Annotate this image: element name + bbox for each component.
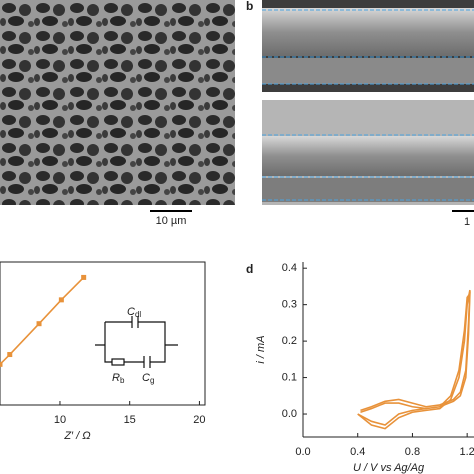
x-tick-label: 0.4 xyxy=(350,446,365,458)
y-axis-label: i / mA xyxy=(255,335,267,363)
x-axis-label: Z′ / Ω xyxy=(63,430,90,442)
scale-label: 1 xyxy=(464,216,470,228)
x-tick-label: 15 xyxy=(124,414,136,426)
data-line xyxy=(0,276,85,365)
data-point xyxy=(7,352,13,358)
y-tick-label: 0.2 xyxy=(282,335,297,347)
x-tick-label: 0.8 xyxy=(405,446,420,458)
panel-label: d xyxy=(246,262,253,276)
circuit-label: Rb xyxy=(112,372,125,385)
scale-label: 10 µm xyxy=(156,215,187,227)
data-line xyxy=(357,289,471,430)
data-line xyxy=(357,291,471,426)
x-tick-label: 10 xyxy=(54,414,66,426)
data-point xyxy=(58,297,64,303)
circuit-label: Cdl xyxy=(127,306,141,319)
x-tick-label: 1.2 xyxy=(460,446,474,458)
x-tick-label: 20 xyxy=(193,414,205,426)
x-tick-label: 0.0 xyxy=(295,446,310,458)
data-point xyxy=(36,321,42,327)
sem-image xyxy=(262,0,474,205)
y-tick-label: 0.0 xyxy=(282,408,297,420)
axes-frame xyxy=(0,261,206,406)
y-tick-label: 0.4 xyxy=(282,262,297,274)
data-point xyxy=(0,361,3,367)
panel-label: b xyxy=(246,0,253,13)
sem-image xyxy=(0,0,235,205)
x-axis-label: U / V vs Ag/Ag xyxy=(353,462,425,474)
y-tick-label: 0.3 xyxy=(282,299,297,311)
circuit-label: Cg xyxy=(142,372,154,385)
y-tick-label: 0.1 xyxy=(282,371,297,383)
circuit xyxy=(95,316,178,368)
data-point xyxy=(81,274,87,280)
